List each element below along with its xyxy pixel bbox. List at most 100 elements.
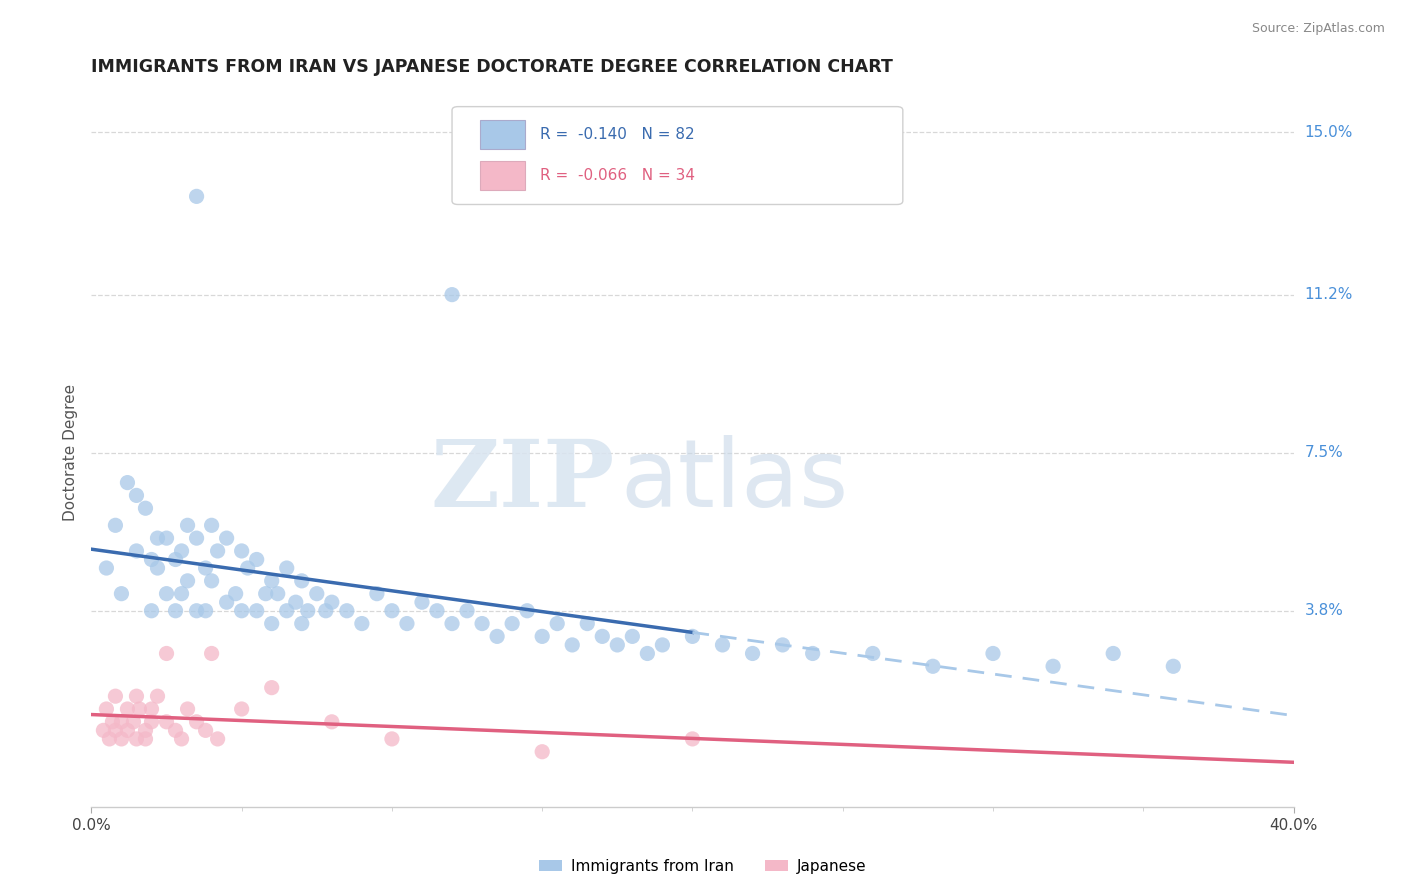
Point	[395, 616, 418, 631]
Point	[267, 587, 290, 601]
Text: 11.2%: 11.2%	[1305, 287, 1353, 302]
Point	[134, 723, 156, 738]
Point	[621, 629, 644, 643]
Point	[110, 587, 132, 601]
Point	[711, 638, 734, 652]
Point	[93, 723, 115, 738]
Point	[186, 604, 208, 618]
Point	[284, 595, 307, 609]
Point	[201, 574, 224, 588]
Point	[291, 616, 314, 631]
Point	[531, 629, 554, 643]
Bar	[479, 120, 526, 149]
Point	[155, 531, 177, 545]
Point	[321, 595, 343, 609]
Point	[186, 714, 208, 729]
Point	[231, 544, 253, 558]
Point	[128, 702, 150, 716]
Point	[141, 702, 163, 716]
Point	[315, 604, 337, 618]
Point	[110, 714, 132, 729]
Point	[194, 561, 217, 575]
Point	[501, 616, 523, 631]
Point	[117, 723, 139, 738]
Point	[110, 731, 132, 746]
Point	[486, 629, 509, 643]
Point	[591, 629, 613, 643]
Point	[231, 702, 253, 716]
Point	[681, 731, 703, 746]
Point	[531, 745, 554, 759]
Point	[104, 518, 127, 533]
Point	[260, 681, 283, 695]
Point	[236, 561, 259, 575]
Point	[606, 638, 628, 652]
Point	[246, 604, 269, 618]
Text: 7.5%: 7.5%	[1305, 445, 1343, 460]
Point	[215, 595, 238, 609]
Point	[101, 714, 124, 729]
Point	[576, 616, 599, 631]
Y-axis label: Doctorate Degree: Doctorate Degree	[63, 384, 79, 521]
Point	[141, 714, 163, 729]
Text: R =  -0.066   N = 34: R = -0.066 N = 34	[540, 168, 695, 183]
Point	[155, 647, 177, 661]
Point	[146, 689, 169, 703]
Point	[381, 604, 404, 618]
Point	[276, 561, 298, 575]
Point	[231, 604, 253, 618]
Point	[170, 587, 193, 601]
Point	[516, 604, 538, 618]
Point	[1102, 647, 1125, 661]
Point	[125, 689, 148, 703]
Point	[1042, 659, 1064, 673]
Point	[186, 531, 208, 545]
Point	[862, 647, 884, 661]
Point	[125, 731, 148, 746]
Point	[146, 531, 169, 545]
Point	[297, 604, 319, 618]
Point	[96, 702, 118, 716]
Point	[381, 731, 404, 746]
Point	[141, 552, 163, 566]
Point	[141, 604, 163, 618]
Point	[165, 552, 187, 566]
Point	[471, 616, 494, 631]
Point	[260, 574, 283, 588]
Point	[98, 731, 121, 746]
Text: Source: ZipAtlas.com: Source: ZipAtlas.com	[1251, 22, 1385, 36]
Point	[321, 714, 343, 729]
Point	[104, 689, 127, 703]
Point	[194, 604, 217, 618]
Point	[981, 647, 1004, 661]
Point	[176, 702, 198, 716]
Point	[246, 552, 269, 566]
Point	[207, 731, 229, 746]
Point	[104, 723, 127, 738]
Point	[276, 604, 298, 618]
Point	[194, 723, 217, 738]
Point	[546, 616, 568, 631]
Point	[125, 544, 148, 558]
Point	[1161, 659, 1184, 673]
Point	[291, 574, 314, 588]
Point	[561, 638, 583, 652]
Point	[170, 544, 193, 558]
Text: ZIP: ZIP	[430, 436, 614, 526]
Point	[225, 587, 247, 601]
Point	[117, 475, 139, 490]
Point	[170, 731, 193, 746]
Point	[336, 604, 359, 618]
Point	[801, 647, 824, 661]
Point	[155, 587, 177, 601]
Point	[146, 561, 169, 575]
Point	[201, 518, 224, 533]
Point	[456, 604, 478, 618]
Legend: Immigrants from Iran, Japanese: Immigrants from Iran, Japanese	[533, 853, 873, 880]
Point	[134, 731, 156, 746]
Text: atlas: atlas	[620, 435, 849, 527]
Point	[772, 638, 794, 652]
Point	[215, 531, 238, 545]
Text: R =  -0.140   N = 82: R = -0.140 N = 82	[540, 128, 695, 142]
Point	[165, 723, 187, 738]
